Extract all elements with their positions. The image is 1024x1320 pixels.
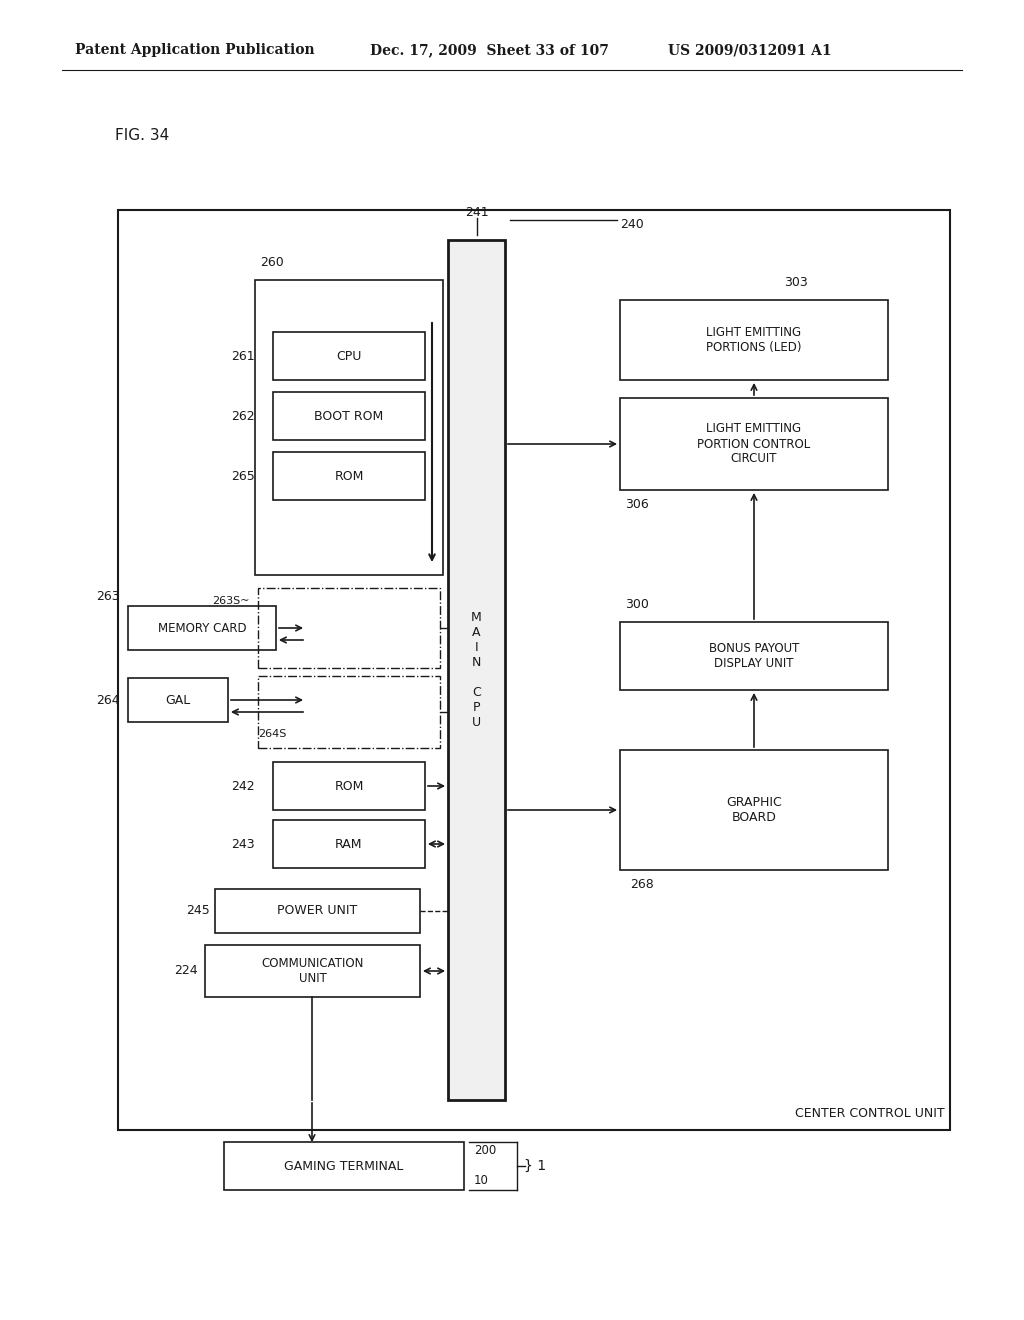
Bar — [215, 888, 420, 933]
Bar — [273, 333, 425, 380]
Text: FIG. 34: FIG. 34 — [115, 128, 169, 143]
Text: ROM: ROM — [334, 780, 364, 792]
Text: 300: 300 — [625, 598, 649, 610]
Text: 242: 242 — [231, 780, 255, 792]
Bar — [449, 240, 505, 1100]
Text: GRAPHIC
BOARD: GRAPHIC BOARD — [726, 796, 782, 824]
Text: LIGHT EMITTING
PORTIONS (LED): LIGHT EMITTING PORTIONS (LED) — [707, 326, 802, 354]
Bar — [620, 399, 888, 490]
Text: 245: 245 — [186, 904, 210, 917]
Text: 241: 241 — [465, 206, 488, 219]
Text: BOOT ROM: BOOT ROM — [314, 409, 384, 422]
Bar — [224, 1142, 464, 1191]
Text: 306: 306 — [625, 499, 649, 511]
Text: Dec. 17, 2009  Sheet 33 of 107: Dec. 17, 2009 Sheet 33 of 107 — [370, 44, 609, 57]
Text: 260: 260 — [260, 256, 284, 268]
Bar — [273, 451, 425, 500]
Text: GAMING TERMINAL: GAMING TERMINAL — [285, 1159, 403, 1172]
Bar — [620, 750, 888, 870]
Text: POWER UNIT: POWER UNIT — [278, 904, 357, 917]
Text: CENTER CONTROL UNIT: CENTER CONTROL UNIT — [796, 1107, 945, 1119]
Text: 200: 200 — [474, 1143, 497, 1156]
Text: COMMUNICATION
UNIT: COMMUNICATION UNIT — [261, 957, 364, 985]
Bar — [273, 392, 425, 440]
Text: 263: 263 — [96, 590, 120, 602]
Bar — [273, 762, 425, 810]
Text: MEMORY CARD: MEMORY CARD — [158, 622, 247, 635]
Text: 224: 224 — [174, 965, 198, 978]
Text: 265: 265 — [231, 470, 255, 483]
Bar — [255, 280, 443, 576]
Text: CPU: CPU — [336, 350, 361, 363]
Bar — [118, 210, 950, 1130]
Text: 261: 261 — [231, 350, 255, 363]
Text: LIGHT EMITTING
PORTION CONTROL
CIRCUIT: LIGHT EMITTING PORTION CONTROL CIRCUIT — [697, 422, 811, 466]
Text: ROM: ROM — [334, 470, 364, 483]
Bar — [128, 678, 228, 722]
Text: 263S~: 263S~ — [212, 597, 250, 606]
Bar — [620, 622, 888, 690]
Text: BONUS PAYOUT
DISPLAY UNIT: BONUS PAYOUT DISPLAY UNIT — [709, 642, 799, 671]
Text: 264: 264 — [96, 693, 120, 706]
Text: 303: 303 — [784, 276, 808, 289]
Text: 243: 243 — [231, 837, 255, 850]
Text: } 1: } 1 — [524, 1159, 546, 1173]
Bar — [258, 676, 440, 748]
Text: US 2009/0312091 A1: US 2009/0312091 A1 — [668, 44, 831, 57]
Text: 262: 262 — [231, 409, 255, 422]
Bar — [620, 300, 888, 380]
Text: 10: 10 — [474, 1173, 488, 1187]
Text: Patent Application Publication: Patent Application Publication — [75, 44, 314, 57]
Bar — [273, 820, 425, 869]
Bar — [128, 606, 276, 649]
Text: RAM: RAM — [335, 837, 362, 850]
Text: 240: 240 — [620, 219, 644, 231]
Bar — [205, 945, 420, 997]
Text: M
A
I
N

C
P
U: M A I N C P U — [471, 611, 482, 729]
Text: 268: 268 — [630, 879, 653, 891]
Text: GAL: GAL — [165, 693, 190, 706]
Bar — [258, 587, 440, 668]
Text: 264S: 264S — [258, 729, 287, 739]
